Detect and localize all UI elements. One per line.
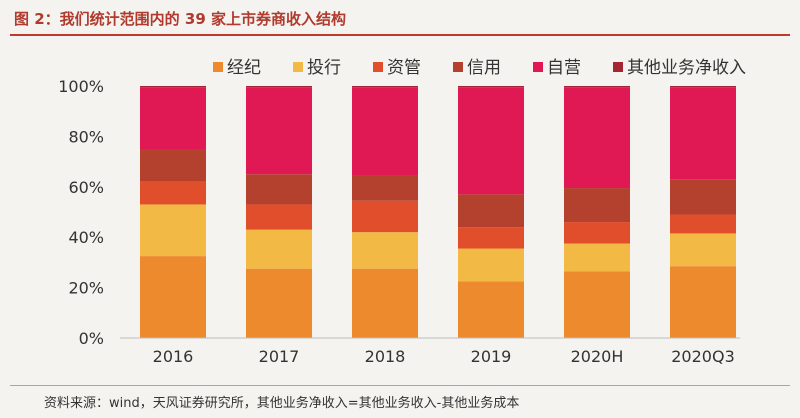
bar-segment-4 — [140, 87, 206, 149]
x-axis: 2016 2017 2018 2019 2020H 2020Q3 — [120, 337, 740, 366]
bar-segment-5 — [352, 86, 418, 88]
legend-swatch-2 — [373, 62, 383, 72]
x-tick-label: 2020H — [571, 347, 624, 366]
bar-segment-0 — [140, 256, 206, 338]
bar-segment-3 — [352, 175, 418, 201]
bar-segment-3 — [246, 174, 312, 205]
x-tick-label: 2019 — [471, 347, 512, 366]
x-tick-label: 2016 — [153, 347, 194, 366]
bar-segment-5 — [140, 86, 206, 88]
bar-segment-1 — [670, 233, 736, 267]
bar-segment-0 — [246, 268, 312, 338]
y-tick-label: 0% — [79, 329, 104, 348]
bar-segment-1 — [458, 248, 524, 282]
y-tick-label: 40% — [68, 228, 104, 247]
bar-segment-3 — [140, 149, 206, 182]
y-tick-label: 20% — [68, 279, 104, 298]
y-tick-label: 60% — [68, 178, 104, 197]
y-tick-label: 80% — [68, 127, 104, 146]
y-axis: 0% 20% 40% 60% 80% 100% — [58, 77, 104, 348]
bar-segment-1 — [140, 204, 206, 257]
stacked-bar-chart: 经纪 投行 资管 信用 自营 其他业务净收入 0% 20% 40% 60% 80% 100% 201… — [58, 58, 746, 366]
legend-swatch-5 — [613, 62, 623, 72]
bar-segment-4 — [458, 87, 524, 195]
bar-segment-0 — [670, 266, 736, 338]
bar-segment-5 — [564, 86, 630, 88]
legend-swatch-3 — [453, 62, 463, 72]
bar-segment-4 — [352, 87, 418, 176]
source-note: 资料来源：wind，天风证券研究所，其他业务净收入=其他业务收入-其他业务成本 — [44, 396, 520, 411]
legend-swatch-0 — [213, 62, 223, 72]
bar-segment-2 — [564, 222, 630, 244]
bar-segment-2 — [246, 204, 312, 230]
source-rule — [10, 385, 790, 386]
bar-segment-3 — [458, 194, 524, 228]
legend-label-1: 投行 — [307, 58, 341, 78]
legend-label-0: 经纪 — [227, 58, 261, 78]
bar-segment-4 — [670, 87, 736, 180]
legend-label-2: 资管 — [387, 58, 421, 78]
bar-segment-1 — [246, 229, 312, 269]
bar-segment-2 — [670, 214, 736, 234]
bar-segment-3 — [564, 188, 630, 223]
bar-segment-2 — [458, 227, 524, 249]
title-rule — [10, 34, 790, 36]
bar-segment-0 — [458, 281, 524, 338]
legend: 经纪 投行 资管 信用 自营 其他业务净收入 — [213, 58, 746, 78]
bar-segment-4 — [246, 87, 312, 175]
x-tick-label: 2017 — [259, 347, 300, 366]
bar-segment-5 — [458, 86, 524, 88]
bar-segment-0 — [564, 271, 630, 338]
legend-label-5: 其他业务净收入 — [627, 58, 746, 78]
x-tick-label: 2020Q3 — [671, 347, 735, 366]
legend-swatch-4 — [533, 62, 543, 72]
bar-segment-3 — [670, 179, 736, 215]
legend-label-3: 信用 — [467, 58, 501, 78]
bar-segment-5 — [670, 86, 736, 88]
bar-segment-0 — [352, 268, 418, 338]
bar-segment-1 — [352, 232, 418, 269]
bar-segment-5 — [246, 86, 312, 88]
chart-title: 图 2：我们统计范围内的 39 家上市券商收入结构 — [14, 10, 346, 28]
bar-segment-2 — [352, 200, 418, 233]
bars — [140, 86, 736, 338]
legend-label-4: 自营 — [547, 58, 581, 78]
legend-swatch-1 — [293, 62, 303, 72]
bar-segment-4 — [564, 87, 630, 189]
y-tick-label: 100% — [58, 77, 104, 96]
bar-segment-2 — [140, 181, 206, 205]
bar-segment-1 — [564, 243, 630, 272]
x-tick-label: 2018 — [365, 347, 406, 366]
